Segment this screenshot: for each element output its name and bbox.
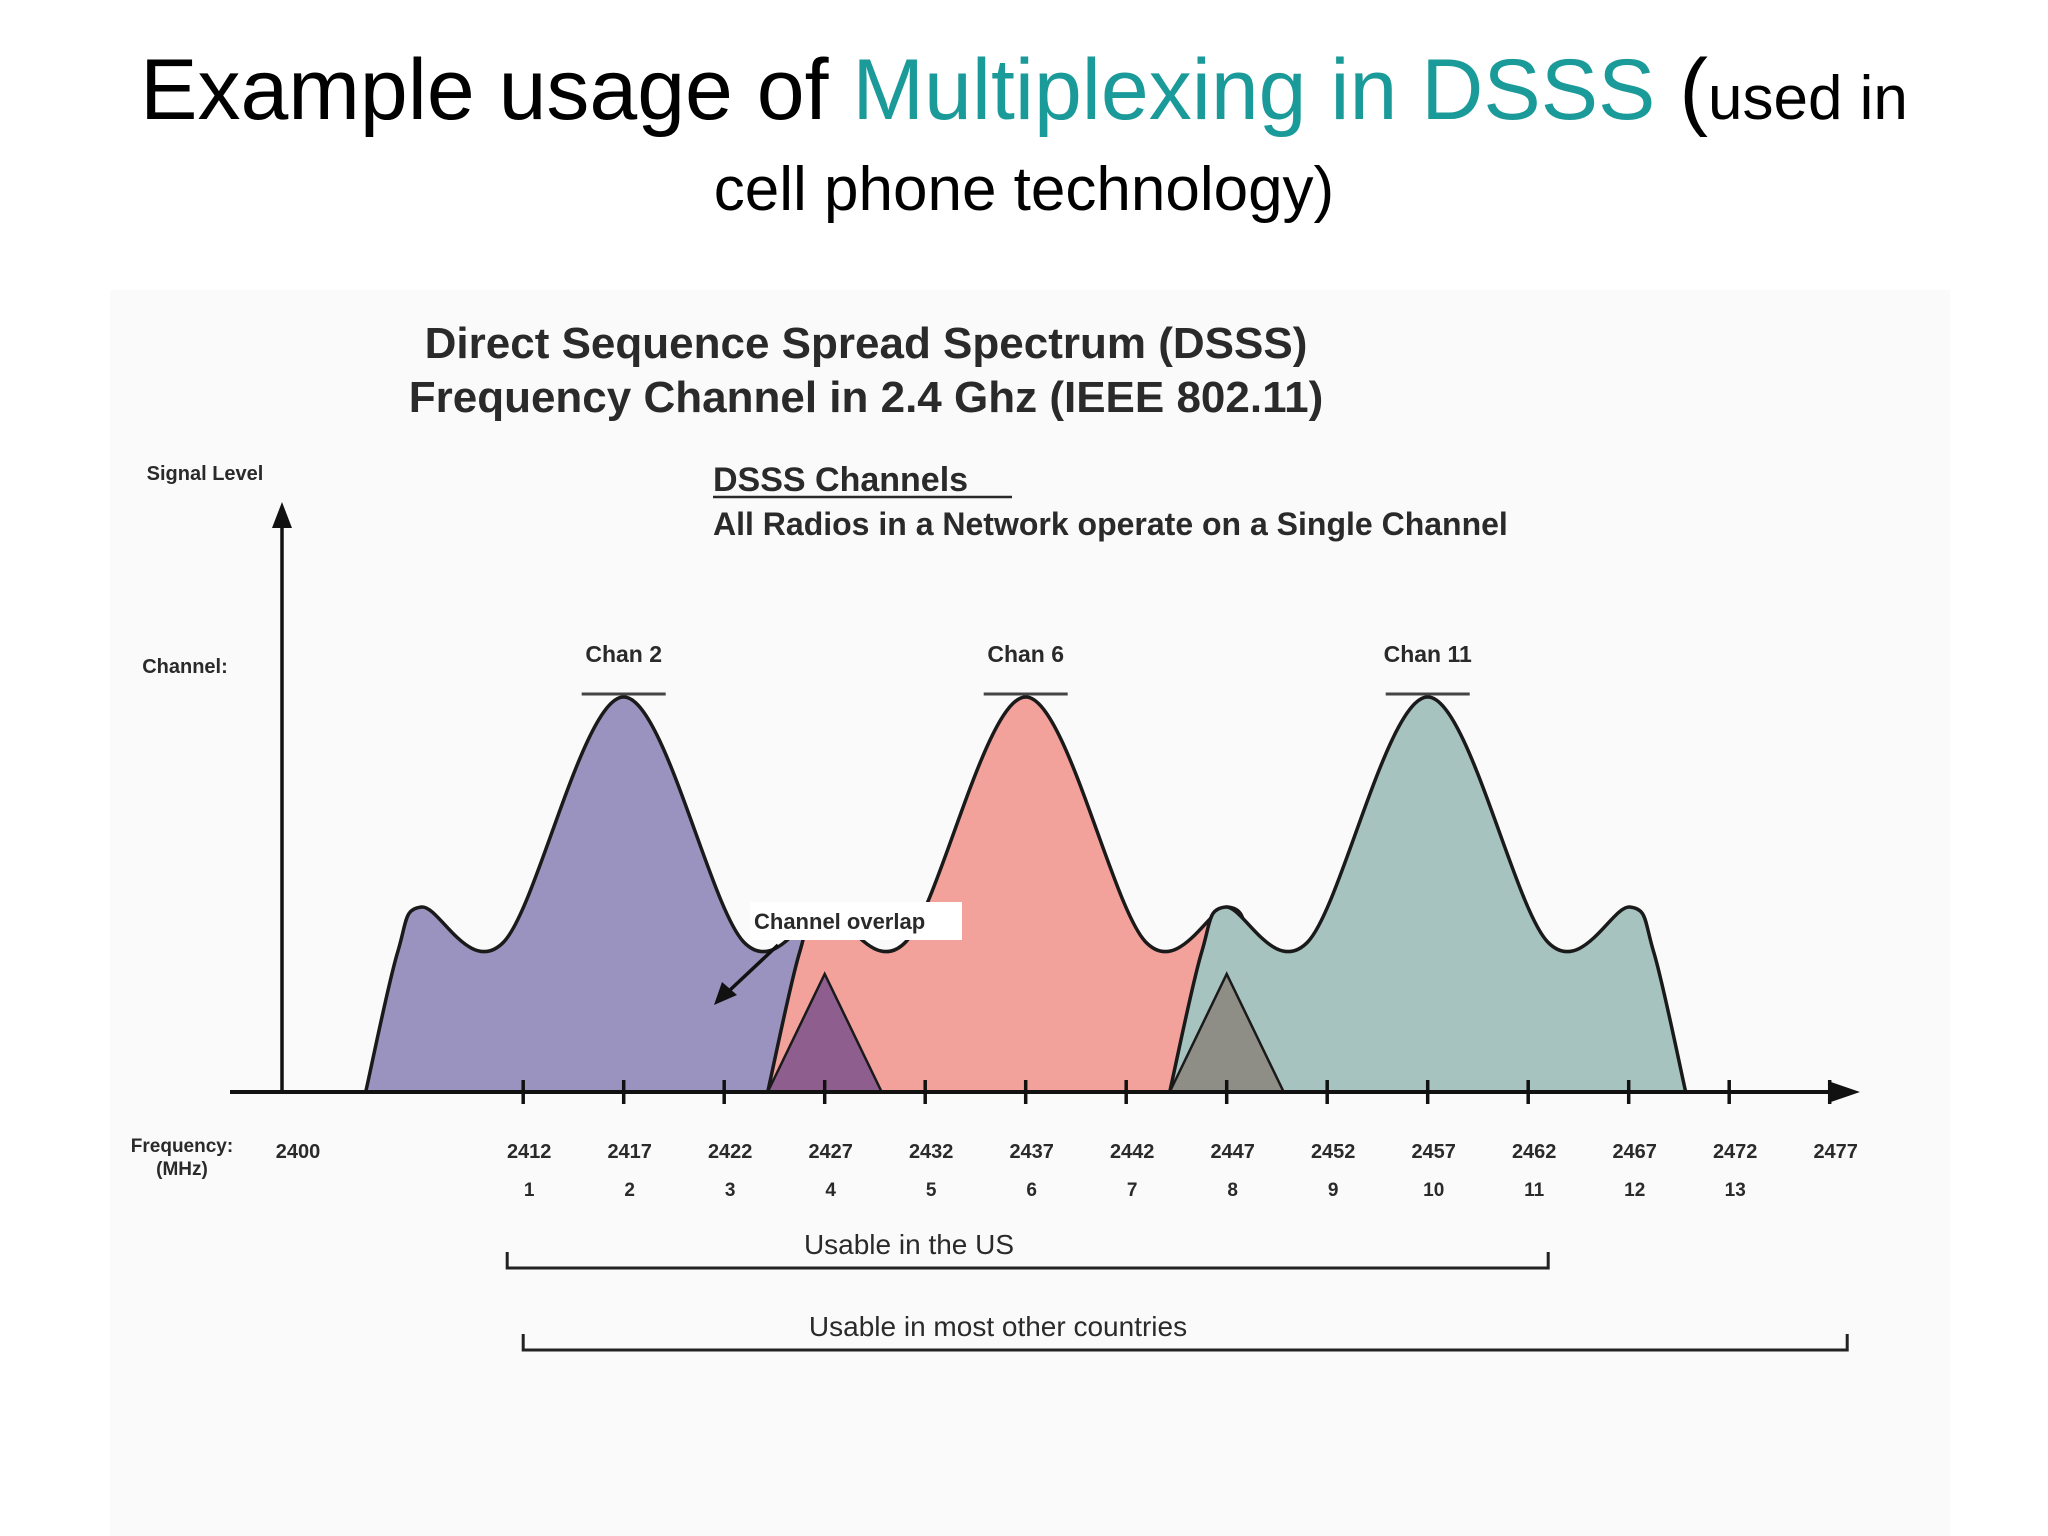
diagram-subtitle2: All Radios in a Network operate on a Sin… <box>713 506 1508 542</box>
frequency-tick-label: 2442 <box>1110 1141 1155 1163</box>
channel-number-label: 8 <box>1227 1180 1238 1201</box>
usable-range-label: Usable in the US <box>804 1229 1014 1260</box>
channel-number-label: 1 <box>524 1180 535 1201</box>
frequency-tick-label: 2472 <box>1713 1141 1758 1163</box>
usable-range-label: Usable in most other countries <box>809 1311 1187 1342</box>
channel-number-label: 12 <box>1624 1180 1645 1201</box>
channel-number-label: 10 <box>1423 1180 1444 1201</box>
frequency-tick-label: 2400 <box>276 1141 321 1163</box>
channel-number-label: 4 <box>825 1180 836 1201</box>
channel-row-label: Channel: <box>142 656 228 678</box>
channel-number-label: 5 <box>926 1180 937 1201</box>
usable-range-bracket <box>521 1334 1849 1352</box>
diagram-subtitle: DSSS Channels <box>713 461 968 499</box>
channel-number-label: 9 <box>1328 1180 1339 1201</box>
diagram-title-line2: Frequency Channel in 2.4 Ghz (IEEE 802.1… <box>409 373 1324 422</box>
channel-number-label: 2 <box>624 1180 635 1201</box>
overlap-arrow-line <box>728 943 780 992</box>
title-accent: Multiplexing in DSSS <box>852 42 1656 138</box>
frequency-tick-labels: 2400 2412 2417 2422 2427 2432 2437 2442 2447 2452… <box>276 1141 1858 1163</box>
slide-title: Example usage of Multiplexing in DSSS (u… <box>0 40 2048 233</box>
overlap-arrow-head <box>714 982 737 1005</box>
channel-number-label: 11 <box>1524 1180 1545 1201</box>
channel-number-label: 3 <box>725 1180 736 1201</box>
channel-title: Chan 11 <box>1384 641 1472 667</box>
title-prefix: Example usage of <box>140 42 853 138</box>
y-axis-label: Signal Level <box>147 463 264 485</box>
usable-range-bracket <box>505 1252 1550 1270</box>
frequency-tick-label: 2452 <box>1311 1141 1356 1163</box>
frequency-tick-label: 2457 <box>1411 1141 1456 1163</box>
channel-title: Chan 2 <box>585 641 662 667</box>
dsss-figure: Direct Sequence Spread Spectrum (DSSS) F… <box>110 290 1950 1536</box>
y-axis-arrow <box>272 502 292 528</box>
title-suffix: used in <box>1707 64 1908 133</box>
dsss-diagram: Direct Sequence Spread Spectrum (DSSS) F… <box>131 319 1860 1352</box>
x-axis-arrow <box>1828 1081 1860 1103</box>
title-paren: ( <box>1679 42 1708 138</box>
frequency-unit: (MHz) <box>156 1159 208 1180</box>
frequency-tick-label: 2437 <box>1009 1141 1053 1163</box>
channel-titles: Chan 2 Chan 6 Chan 11 <box>585 641 1472 667</box>
frequency-tick-label: 2427 <box>808 1141 853 1163</box>
channel-title: Chan 6 <box>987 641 1064 667</box>
channel-curves <box>363 692 1688 1094</box>
frequency-tick-label: 2477 <box>1813 1141 1858 1163</box>
frequency-tick-label: 2417 <box>607 1141 652 1163</box>
frequency-tick-label: 2462 <box>1512 1141 1557 1163</box>
usable-ranges: Usable in the US Usable in most other cou… <box>505 1229 1849 1352</box>
frequency-tick-label: 2412 <box>507 1141 552 1163</box>
title-line2: cell phone technology) <box>713 155 1335 224</box>
overlap-callout-label: Channel overlap <box>754 909 925 934</box>
channel-number-labels: 1 2 3 4 5 6 7 8 9 10 11 12 13 <box>524 1180 1746 1201</box>
channel-curve-3 <box>1167 695 1688 1094</box>
frequency-label: Frequency: <box>131 1136 233 1157</box>
channel-number-label: 7 <box>1127 1180 1138 1201</box>
frequency-tick-label: 2422 <box>708 1141 753 1163</box>
frequency-tick-label: 2467 <box>1612 1141 1657 1163</box>
channel-number-label: 6 <box>1026 1180 1037 1201</box>
channel-number-label: 13 <box>1725 1180 1746 1201</box>
diagram-title-line1: Direct Sequence Spread Spectrum (DSSS) <box>425 319 1308 368</box>
frequency-tick-label: 2447 <box>1210 1141 1255 1163</box>
frequency-tick-label: 2432 <box>909 1141 954 1163</box>
overlap-callout-box <box>750 902 962 940</box>
axes <box>230 502 1860 1104</box>
